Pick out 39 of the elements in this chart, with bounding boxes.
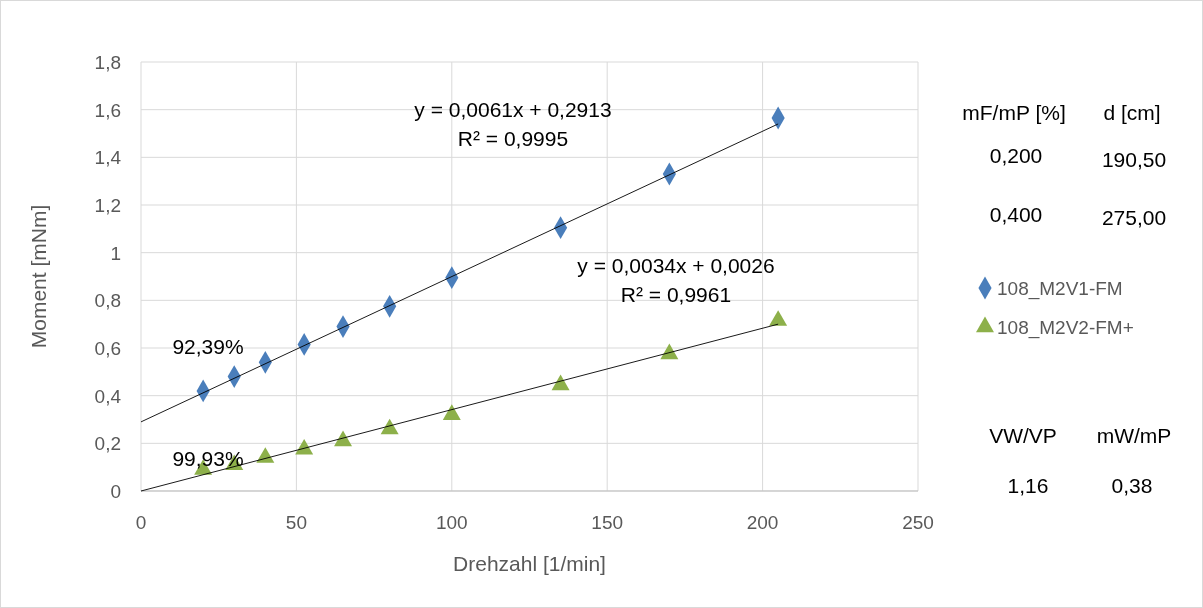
legend-label: 108_M2V1-FM [997,278,1123,300]
point [442,404,461,420]
y-tick-label: 0,4 [94,385,122,407]
y-tick-label: 0,8 [94,290,121,312]
point [769,310,788,326]
text: mF/mP [%] [962,101,1066,124]
annotation: y = 0,0034x + 0,0026 [577,254,775,277]
x-tick-label: 100 [435,512,468,533]
y-tick-label: 1,2 [94,195,121,216]
x-tick-label: 0 [135,512,147,533]
annotation: 92,39% [172,335,244,358]
x-tick-label: 250 [902,512,934,533]
x-tick-label: 200 [746,512,779,533]
y-tick-label: 0,6 [94,338,121,359]
point [334,430,353,447]
annotation: R² = 0,9961 [620,283,732,306]
y-tick-label: 0,2 [94,433,121,455]
y-tick-label: 1,6 [94,99,121,121]
y-tick-label: 1,8 [94,52,121,73]
text: 0,200 [989,144,1043,167]
text: 0,400 [989,203,1043,226]
text: d [cm] [1103,101,1161,124]
annotation: y = 0,0061x + 0,2913 [414,98,612,121]
y-axis-title: Moment [mNm] [27,204,50,349]
text: 0,38 [1111,474,1153,497]
text: mW/mP [1096,424,1172,447]
legend-label: 108_M2V2-FM+ [997,317,1134,339]
point [551,374,570,391]
text: 1,16 [1007,474,1049,497]
x-axis-title: Drehzahl [1/min] [453,552,606,575]
x-tick-label: 50 [285,512,307,533]
text: 190,50 [1101,148,1167,171]
y-tick-label: 0 [110,481,121,502]
x-tick-label: 150 [591,512,624,533]
annotation: R² = 0,9995 [457,127,569,150]
y-tick-label: 1 [110,242,121,264]
text: 275,00 [1101,206,1167,229]
y-tick-label: 1,4 [94,147,122,169]
text: VW/VP [989,424,1057,447]
